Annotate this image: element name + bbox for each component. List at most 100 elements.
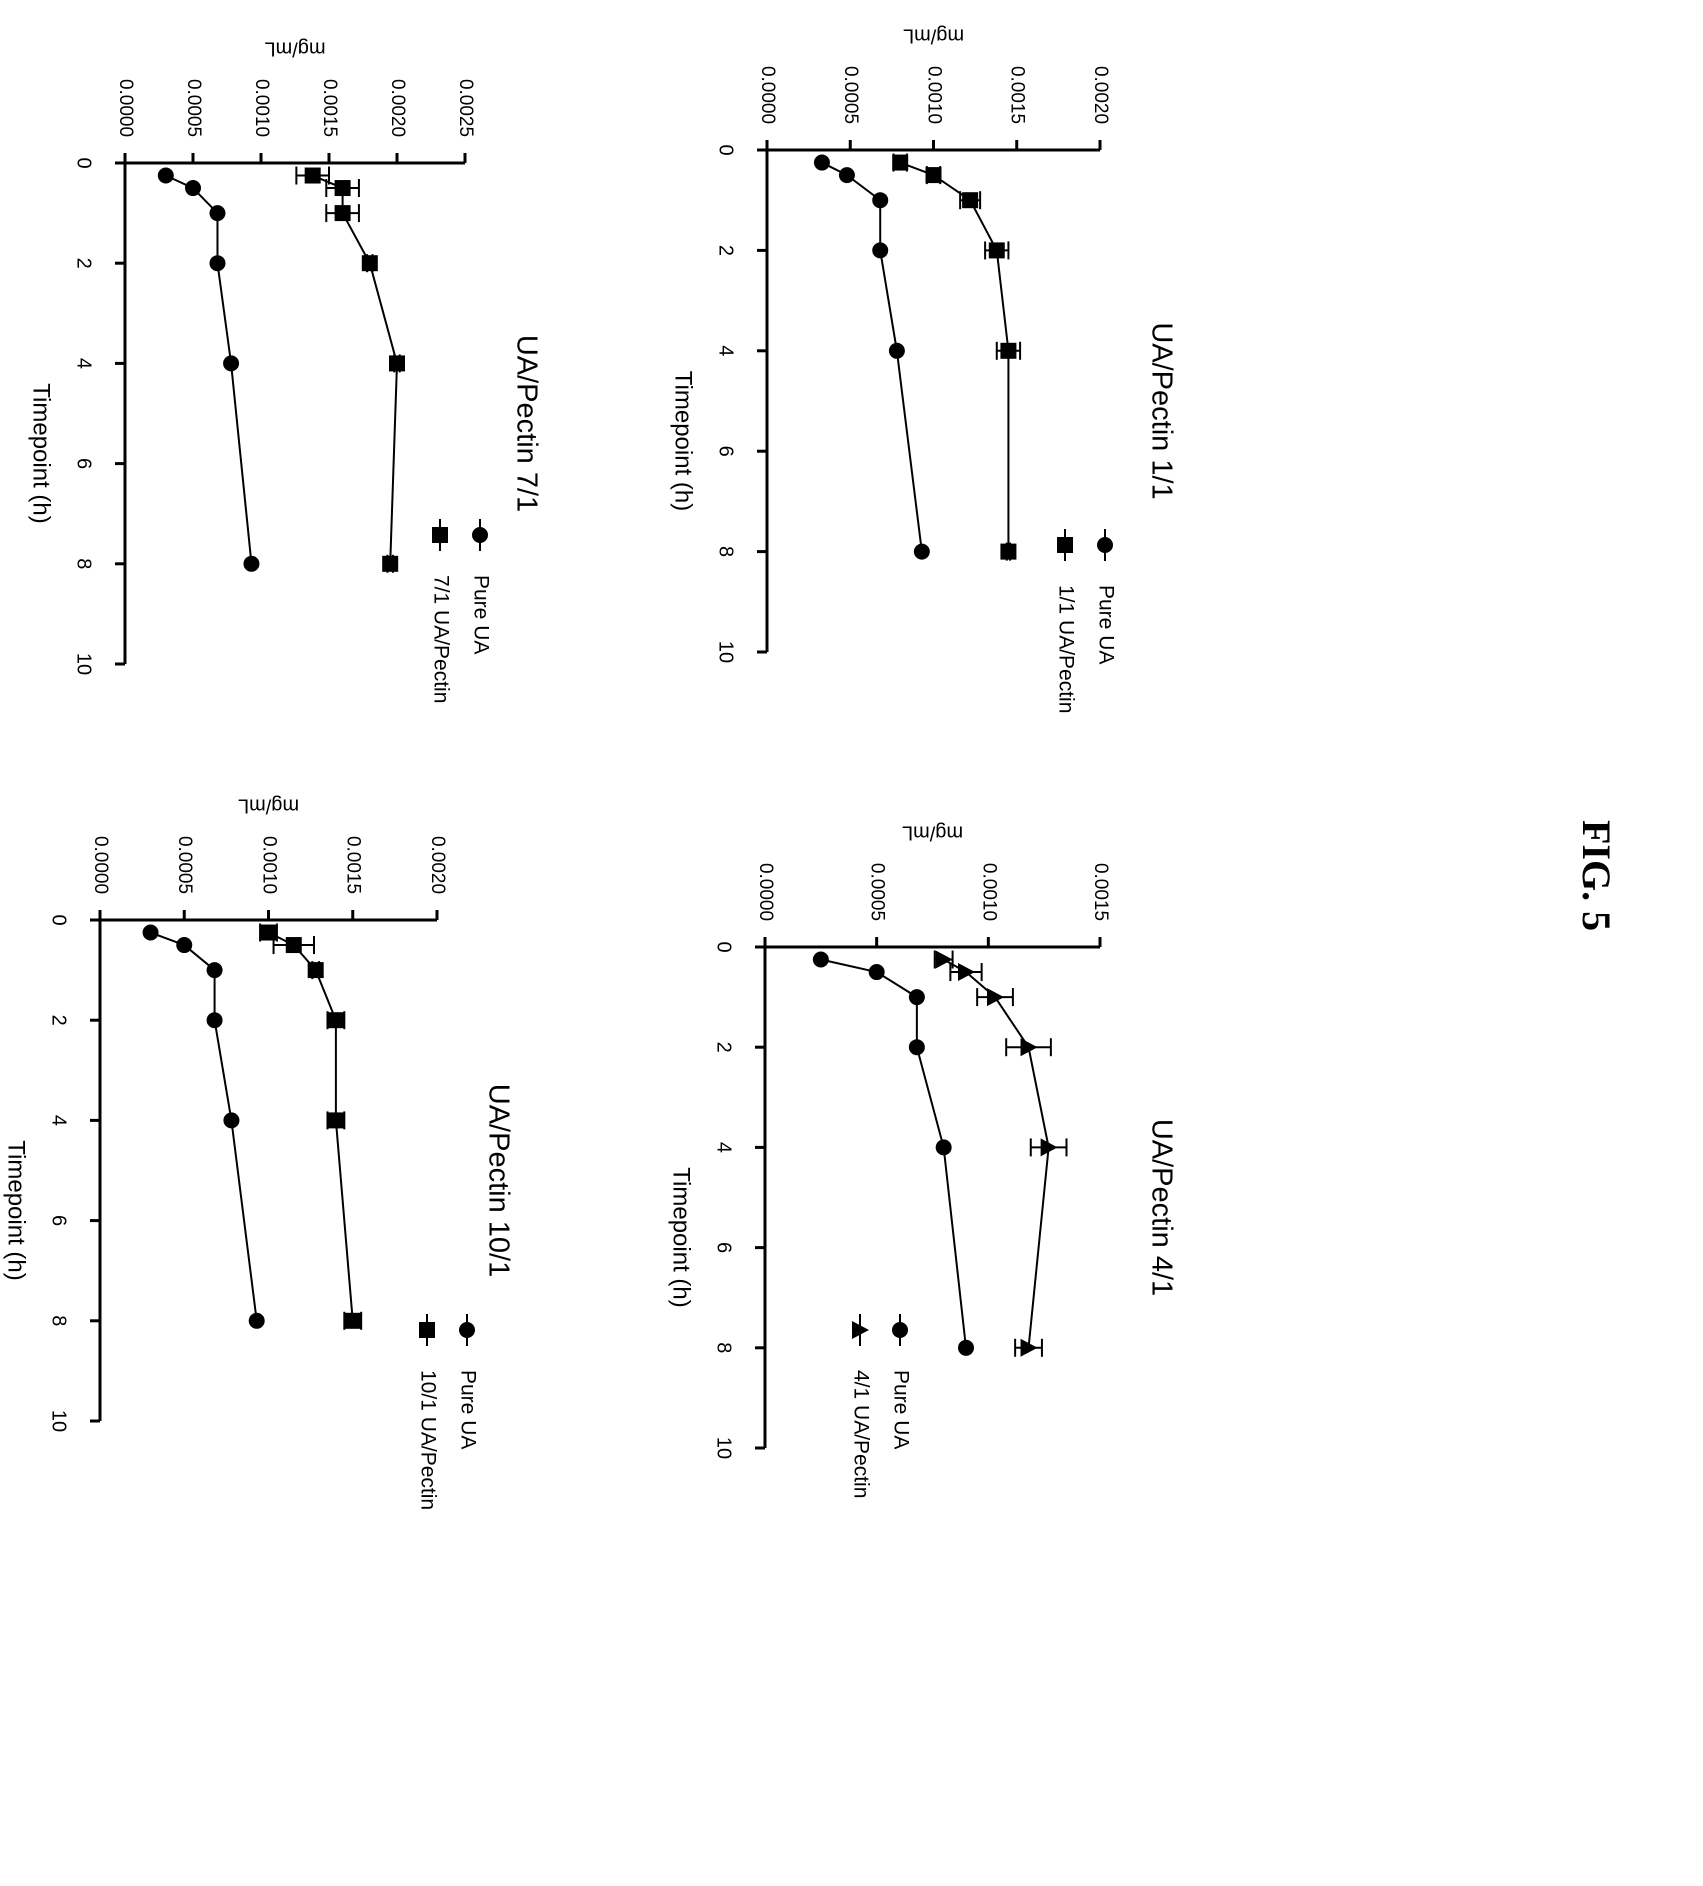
data-point bbox=[285, 937, 302, 954]
series-line bbox=[820, 958, 967, 1348]
time-tick-label: 6 bbox=[715, 446, 737, 457]
time-tick-label: 8 bbox=[48, 1315, 70, 1326]
series-line bbox=[821, 161, 923, 552]
data-point bbox=[935, 950, 953, 969]
data-point bbox=[1040, 1138, 1058, 1157]
concentration-tick-label: 0.0005 bbox=[174, 836, 195, 894]
data-point bbox=[327, 1112, 344, 1129]
legend-label: 1/1 UA/Pectin bbox=[1054, 585, 1077, 713]
data-point bbox=[1000, 543, 1017, 560]
concentration-tick-label: 0.0020 bbox=[427, 836, 448, 894]
concentration-tick-label: 0.0010 bbox=[978, 863, 999, 921]
time-tick-label: 2 bbox=[73, 258, 95, 269]
concentration-tick-label: 0.0015 bbox=[343, 836, 364, 894]
data-point bbox=[1000, 342, 1017, 359]
data-point bbox=[185, 180, 201, 197]
data-point bbox=[872, 192, 889, 209]
time-tick-label: 2 bbox=[715, 245, 737, 256]
legend-marker bbox=[1057, 537, 1073, 553]
figure-label: FIG. 5 bbox=[1574, 820, 1619, 932]
concentration-tick-label: 0.0025 bbox=[455, 79, 476, 137]
data-point bbox=[962, 192, 979, 209]
time-tick-label: 4 bbox=[715, 345, 737, 356]
time-tick-label: 0 bbox=[715, 144, 737, 155]
time-tick-label: 4 bbox=[73, 358, 95, 369]
concentration-axis-label: mg/mL bbox=[264, 38, 325, 60]
chart-title: UA/Pectin 4/1 bbox=[1145, 1119, 1177, 1296]
chart-title: UA/Pectin 7/1 bbox=[510, 335, 542, 512]
legend-label: Pure UA bbox=[456, 1370, 479, 1449]
time-tick-label: 10 bbox=[715, 641, 737, 663]
chart-title: UA/Pectin 1/1 bbox=[1145, 322, 1177, 499]
time-tick-label: 4 bbox=[48, 1115, 70, 1126]
series-line bbox=[150, 931, 258, 1321]
series-4-1-ua-pectin bbox=[933, 950, 1068, 1357]
series-line bbox=[312, 174, 399, 564]
data-point bbox=[958, 963, 975, 982]
concentration-tick-label: 0.0015 bbox=[1007, 66, 1028, 124]
time-axis-label: Timepoint (h) bbox=[3, 1140, 30, 1280]
legend-marker bbox=[432, 527, 448, 543]
legend-entry-4-1-ua-pectin: 4/1 UA/Pectin bbox=[849, 1314, 872, 1498]
legend-entry-7-1-ua-pectin: 7/1 UA/Pectin bbox=[429, 519, 452, 703]
data-point bbox=[307, 962, 324, 979]
time-tick-label: 8 bbox=[713, 1342, 735, 1353]
data-point bbox=[157, 167, 174, 184]
data-point bbox=[908, 1039, 925, 1056]
concentration-tick-label: 0.0005 bbox=[840, 66, 861, 124]
time-axis-label: Timepoint (h) bbox=[668, 1167, 695, 1307]
series-line bbox=[899, 161, 1010, 552]
time-tick-label: 0 bbox=[713, 941, 735, 952]
data-point bbox=[142, 924, 159, 941]
time-tick-label: 10 bbox=[73, 653, 95, 675]
legend-marker bbox=[852, 1321, 869, 1339]
series-1-1-ua-pectin bbox=[892, 153, 1022, 561]
time-tick-label: 0 bbox=[73, 157, 95, 168]
concentration-tick-label: 0.0020 bbox=[1090, 66, 1111, 124]
time-tick-label: 6 bbox=[73, 458, 95, 469]
chart-panel-ua-pectin-7-1: 0 2 4 6 8 10 0.0000 0.0005 0.0010 0.0015 0.0020 0.0… bbox=[28, 38, 543, 704]
data-point bbox=[813, 154, 830, 171]
legend-entry-pure-ua: Pure UA bbox=[456, 1314, 479, 1449]
legend-marker bbox=[1097, 537, 1113, 553]
data-point bbox=[206, 1012, 223, 1029]
time-tick-label: 8 bbox=[73, 558, 95, 569]
data-point bbox=[908, 989, 925, 1006]
data-point bbox=[812, 951, 829, 968]
data-point bbox=[925, 167, 942, 184]
data-point bbox=[223, 1112, 240, 1129]
data-point bbox=[389, 355, 405, 372]
data-point bbox=[248, 1312, 265, 1329]
legend-marker bbox=[892, 1322, 908, 1338]
time-tick-label: 6 bbox=[48, 1215, 70, 1226]
series-7-1-ua-pectin bbox=[295, 166, 405, 573]
data-point bbox=[988, 242, 1005, 259]
data-point bbox=[382, 555, 399, 572]
legend-entry-1-1-ua-pectin: 1/1 UA/Pectin bbox=[1054, 529, 1077, 713]
concentration-tick-label: 0.0005 bbox=[867, 863, 888, 921]
concentration-tick-label: 0.0000 bbox=[115, 79, 136, 137]
data-point bbox=[304, 167, 321, 184]
data-point bbox=[334, 180, 351, 197]
time-tick-label: 10 bbox=[48, 1410, 70, 1432]
time-tick-label: 0 bbox=[48, 914, 70, 925]
data-point bbox=[209, 255, 226, 272]
data-point bbox=[327, 1012, 344, 1029]
time-tick-label: 2 bbox=[713, 1042, 735, 1053]
data-point bbox=[243, 555, 260, 572]
time-tick-label: 4 bbox=[713, 1142, 735, 1153]
time-axis-label: Timepoint (h) bbox=[670, 371, 697, 511]
data-point bbox=[334, 205, 351, 222]
concentration-tick-label: 0.0010 bbox=[251, 79, 272, 137]
concentration-tick-label: 0.0000 bbox=[90, 836, 111, 894]
concentration-tick-label: 0.0015 bbox=[319, 79, 340, 137]
series-pure-ua bbox=[157, 167, 260, 572]
concentration-tick-label: 0.0020 bbox=[387, 79, 408, 137]
concentration-axis-label: mg/mL bbox=[238, 795, 299, 817]
data-point bbox=[260, 924, 277, 941]
data-point bbox=[361, 255, 378, 272]
legend-marker bbox=[419, 1322, 435, 1338]
series-line bbox=[165, 174, 253, 564]
legend-entry-10-1-ua-pectin: 10/1 UA/Pectin bbox=[416, 1314, 439, 1510]
data-point bbox=[838, 167, 855, 184]
